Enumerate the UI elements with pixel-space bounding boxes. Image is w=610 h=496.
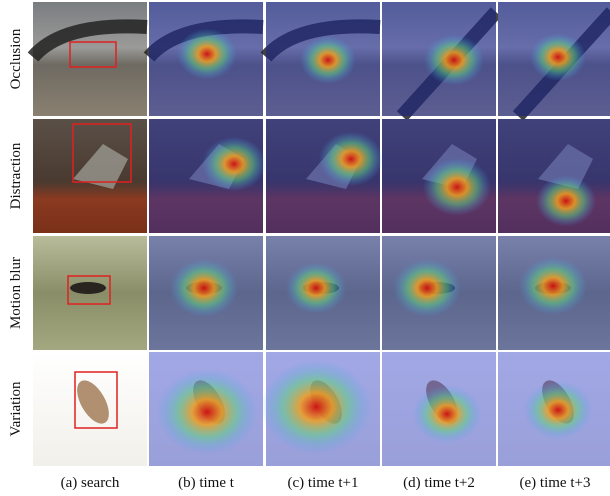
image-cell	[33, 119, 147, 233]
heatmap-blob	[530, 33, 586, 81]
image-cell	[149, 236, 263, 350]
column-label: (c) time t+1	[288, 475, 359, 491]
heatmap-blob	[286, 263, 346, 314]
row-label: Distraction	[8, 142, 24, 209]
heatmap-blob	[536, 176, 596, 227]
image-cell	[266, 119, 383, 233]
image-cell	[382, 119, 496, 233]
heatmap-blob	[300, 36, 356, 84]
image-cell	[498, 2, 610, 116]
column-label: (e) time t+3	[520, 475, 591, 491]
image-cell	[382, 2, 496, 116]
heatmap-blob	[524, 381, 592, 439]
row-label: Occlusion	[8, 28, 24, 89]
heatmap-blob	[261, 360, 371, 454]
image-background	[33, 2, 147, 116]
image-cell	[33, 236, 147, 350]
heatmap-blob	[413, 385, 481, 443]
heatmap-blob	[170, 259, 238, 317]
image-cell	[149, 2, 263, 116]
figure: Occlusion Distraction Motion blur Variation…	[0, 0, 610, 496]
column-label: (a) search	[61, 475, 120, 491]
image-cell	[382, 352, 496, 466]
image-cell	[261, 352, 380, 466]
heatmap-blob	[202, 137, 266, 191]
image-cell	[498, 119, 610, 233]
image-cell	[266, 2, 380, 116]
column-label: (d) time t+2	[403, 475, 475, 491]
heatmap-blob	[519, 257, 587, 315]
image-cell	[266, 236, 380, 350]
heatmap-blob	[423, 158, 491, 216]
bird	[70, 282, 106, 294]
image-cell	[149, 119, 266, 233]
page: Occlusion Distraction Motion blur Variation…	[0, 0, 610, 496]
image-cell	[149, 352, 263, 466]
heatmap-blob	[177, 29, 237, 80]
image-cell	[33, 352, 147, 466]
image-cell	[498, 352, 610, 466]
heatmap-blob	[157, 370, 257, 455]
image-cell	[382, 236, 496, 350]
column-label: (b) time t	[178, 475, 235, 491]
row-label: Motion blur	[8, 257, 24, 329]
image-cell	[33, 2, 147, 116]
row-label: Variation	[8, 381, 24, 436]
heatmap-blob	[424, 35, 484, 86]
heatmap-blob	[319, 132, 383, 186]
image-cell	[498, 236, 610, 350]
heatmap-blob	[393, 259, 461, 317]
